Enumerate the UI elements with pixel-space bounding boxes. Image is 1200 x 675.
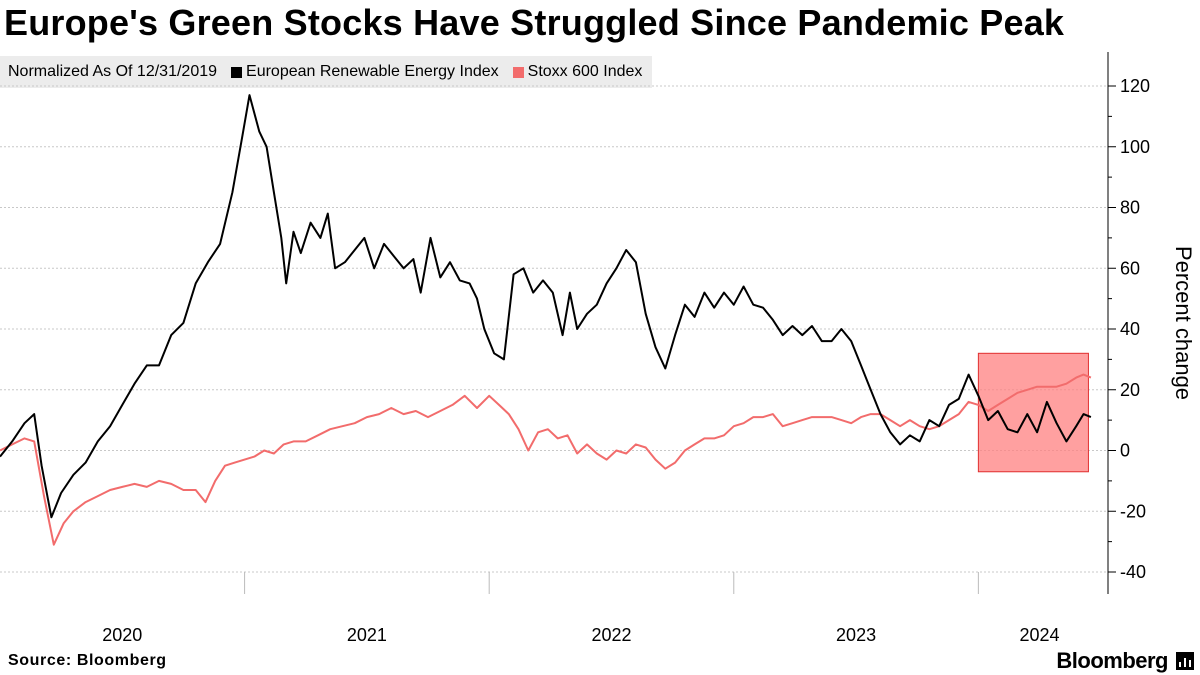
y-tick-label: -20 — [1120, 501, 1146, 521]
y-tick-label: 80 — [1120, 198, 1140, 218]
legend-swatch-renewable — [231, 66, 243, 78]
legend: Normalized As Of 12/31/2019 European Ren… — [0, 56, 653, 88]
series-line-renewable-energy — [0, 94, 1092, 519]
gridlines — [0, 85, 1108, 573]
legend-label-renewable: European Renewable Energy Index — [246, 63, 499, 80]
bloomberg-chart-icon — [1176, 652, 1194, 670]
x-tick-label-2020: 2020 — [102, 625, 142, 645]
legend-item-stoxx: Stoxx 600 Index — [512, 63, 643, 81]
y-tick-label: 120 — [1120, 76, 1150, 96]
x-tick-label-2022: 2022 — [591, 625, 631, 645]
y-tick-label: 40 — [1120, 319, 1140, 339]
legend-note: Normalized As Of 12/31/2019 — [8, 63, 218, 80]
x-tick-label-2021: 2021 — [347, 625, 387, 645]
series-line-stoxx-600 — [0, 373, 1092, 546]
y-tick-label: 60 — [1120, 258, 1140, 278]
source-note: Source: Bloomberg — [8, 652, 167, 669]
chart-title: Europe's Green Stocks Have Struggled Sin… — [4, 2, 1065, 43]
year-separators — [244, 572, 979, 594]
y-tick-label: -40 — [1120, 562, 1146, 582]
legend-label-stoxx: Stoxx 600 Index — [527, 63, 643, 80]
x-tick-label-2023: 2023 — [836, 625, 876, 645]
y-tick-label: 0 — [1120, 441, 1130, 461]
x-tick-label-2024: 2024 — [1019, 625, 1059, 645]
y-axis-label: Percent change — [1171, 246, 1196, 400]
legend-swatch-stoxx — [512, 66, 524, 78]
y-tick-label: 20 — [1120, 380, 1140, 400]
bloomberg-logo: Bloomberg — [1056, 648, 1168, 673]
y-tick-label: 100 — [1120, 137, 1150, 157]
legend-item-renewable: European Renewable Energy Index — [231, 63, 499, 81]
y-axis: 120 100 80 60 40 20 0 -20 -40 — [1107, 52, 1150, 594]
series-group — [0, 94, 1092, 546]
x-axis: 2020 2021 2022 2023 2024 — [102, 625, 1059, 645]
